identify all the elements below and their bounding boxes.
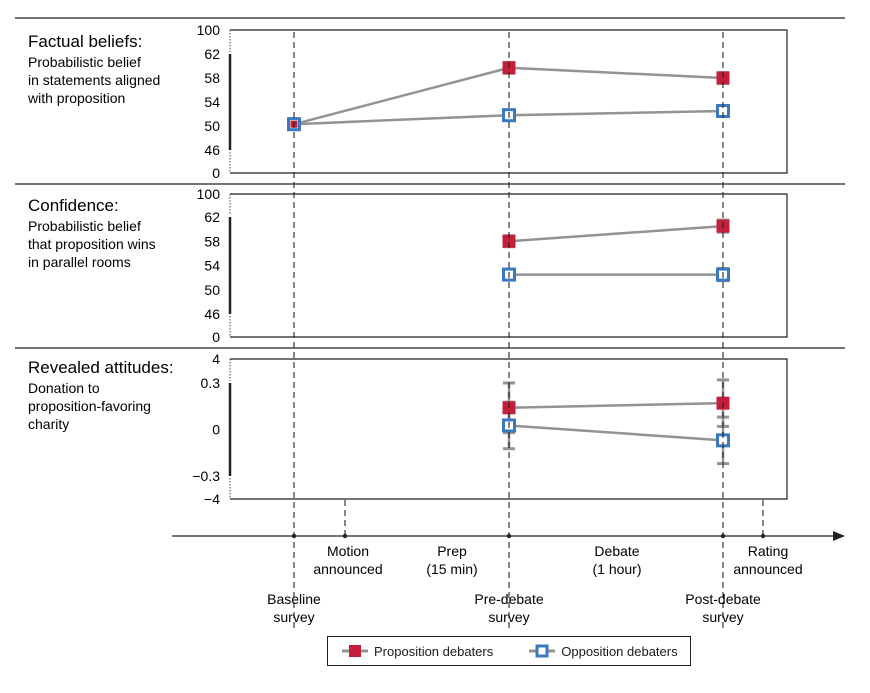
y-tick-label: 58	[204, 233, 220, 249]
panel-subtitle-line: that proposition wins	[28, 236, 156, 252]
y-tick-label: 100	[197, 186, 221, 202]
event-label-post-debate: Post-debate	[685, 591, 761, 607]
timeline: Motion announced Prep (15 min) Debate (1…	[172, 531, 845, 625]
y-tick-label: −0.3	[192, 468, 220, 484]
panel-title: Confidence:	[28, 196, 119, 215]
panel-subtitle-line: proposition-favoring	[28, 398, 151, 414]
data-point-proposition	[502, 234, 516, 248]
timeline-dot	[291, 533, 297, 539]
panel-factual-beliefs: Factual beliefs: Probabilistic belief in…	[27, 22, 788, 181]
event-label-rating: announced	[733, 561, 802, 577]
y-tick-label: 62	[204, 46, 220, 62]
legend-item-proposition: Proposition debaters	[342, 644, 493, 659]
event-label-debate: (1 hour)	[592, 561, 641, 577]
legend-label: Proposition debaters	[374, 643, 494, 659]
y-tick-label: 54	[204, 94, 220, 110]
timeline-dot	[342, 533, 348, 539]
event-label-pre-debate: survey	[488, 609, 529, 625]
timeline-dot	[720, 533, 726, 539]
series-line-opposition	[508, 424, 724, 442]
y-tick-label: 0	[212, 329, 220, 345]
panel-subtitle-line: Probabilistic belief	[28, 218, 141, 234]
event-label-motion: Motion	[327, 543, 369, 559]
y-tick-label: 0	[212, 422, 220, 438]
panel-subtitle-line: Donation to	[28, 380, 100, 396]
y-tick-label: 100	[197, 22, 221, 38]
y-tick-label: 0.3	[201, 375, 221, 391]
event-label-post-debate: survey	[702, 609, 743, 625]
panel-subtitle-line: in statements aligned	[28, 72, 160, 88]
event-label-motion: announced	[313, 561, 382, 577]
filled-square-marker-icon	[342, 645, 368, 657]
panel-title: Revealed attitudes:	[28, 358, 174, 377]
event-label-prep: Prep	[437, 543, 467, 559]
timeline-arrow-icon	[833, 531, 845, 541]
event-label-rating: Rating	[748, 543, 788, 559]
y-tick-label: 50	[204, 118, 220, 134]
legend-label: Opposition debaters	[561, 643, 678, 659]
event-label-baseline: Baseline	[267, 591, 321, 607]
panel-subtitle-line: charity	[28, 416, 69, 432]
y-tick-label: −4	[204, 491, 220, 507]
panel-revealed-attitudes: Revealed attitudes: Donation to proposit…	[28, 351, 788, 507]
event-label-pre-debate: Pre-debate	[474, 591, 543, 607]
timeline-dot	[506, 533, 512, 539]
panel-subtitle-line: in parallel rooms	[28, 254, 131, 270]
y-tick-label: 54	[204, 258, 220, 274]
event-label-prep: (15 min)	[426, 561, 477, 577]
y-tick-label: 4	[212, 351, 220, 367]
open-square-marker-icon	[529, 644, 556, 658]
event-label-baseline: survey	[273, 609, 314, 625]
series-line-proposition	[508, 224, 724, 243]
legend-item-opposition: Opposition debaters	[529, 643, 678, 659]
panel-subtitle-line: Probabilistic belief	[28, 54, 141, 70]
plot-frame	[230, 358, 788, 500]
event-label-debate: Debate	[594, 543, 639, 559]
timeline-dot	[760, 533, 766, 539]
legend: Proposition debaters Opposition debaters	[327, 636, 691, 666]
y-tick-label: 58	[204, 70, 220, 86]
y-tick-label: 50	[204, 282, 220, 298]
panel-title: Factual beliefs:	[28, 32, 142, 51]
y-tick-label: 0	[212, 165, 220, 181]
y-tick-label: 46	[204, 142, 220, 158]
y-tick-label: 62	[204, 209, 220, 225]
panel-subtitle-line: with proposition	[27, 90, 125, 106]
y-tick-label: 46	[204, 306, 220, 322]
plot-frame	[230, 29, 788, 174]
series-line-proposition	[508, 401, 724, 410]
panel-confidence: Confidence: Probabilistic belief that pr…	[28, 186, 788, 345]
